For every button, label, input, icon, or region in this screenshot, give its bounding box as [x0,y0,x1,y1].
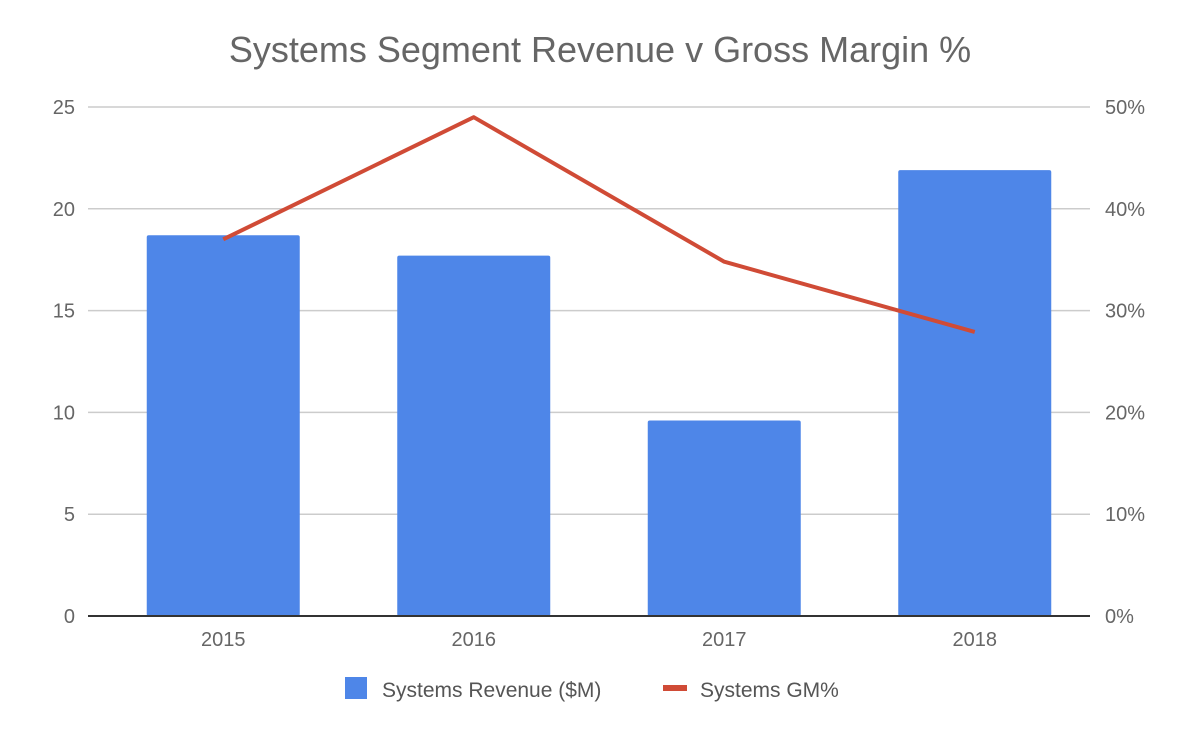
right-tick-label: 0% [1105,606,1134,628]
legend-label-revenue: Systems Revenue ($M) [382,679,601,702]
legend-swatch-revenue [345,677,367,699]
x-tick-label: 2015 [201,629,246,651]
chart-title: Systems Segment Revenue v Gross Margin % [229,29,971,70]
left-tick-label: 0 [64,606,75,628]
left-tick-label: 20 [53,199,75,221]
left-tick-label: 10 [53,402,75,424]
gm-line [223,117,975,332]
legend: Systems Revenue ($M) Systems GM% [345,677,839,702]
bar-2017 [648,421,801,616]
left-tick-label: 15 [53,301,75,323]
right-tick-label: 50% [1105,97,1145,119]
left-tick-label: 5 [64,504,75,526]
right-tick-label: 40% [1105,199,1145,221]
left-tick-label: 25 [53,97,75,119]
right-tick-label: 20% [1105,402,1145,424]
bar-2016 [397,256,550,616]
x-tick-label: 2016 [452,629,497,651]
legend-swatch-gm [663,685,687,691]
x-tick-label: 2017 [702,629,747,651]
bar-2018 [898,170,1051,616]
bar-2015 [147,235,300,616]
legend-label-gm: Systems GM% [700,679,839,702]
x-tick-label: 2018 [953,629,998,651]
right-tick-label: 30% [1105,301,1145,323]
right-tick-label: 10% [1105,504,1145,526]
